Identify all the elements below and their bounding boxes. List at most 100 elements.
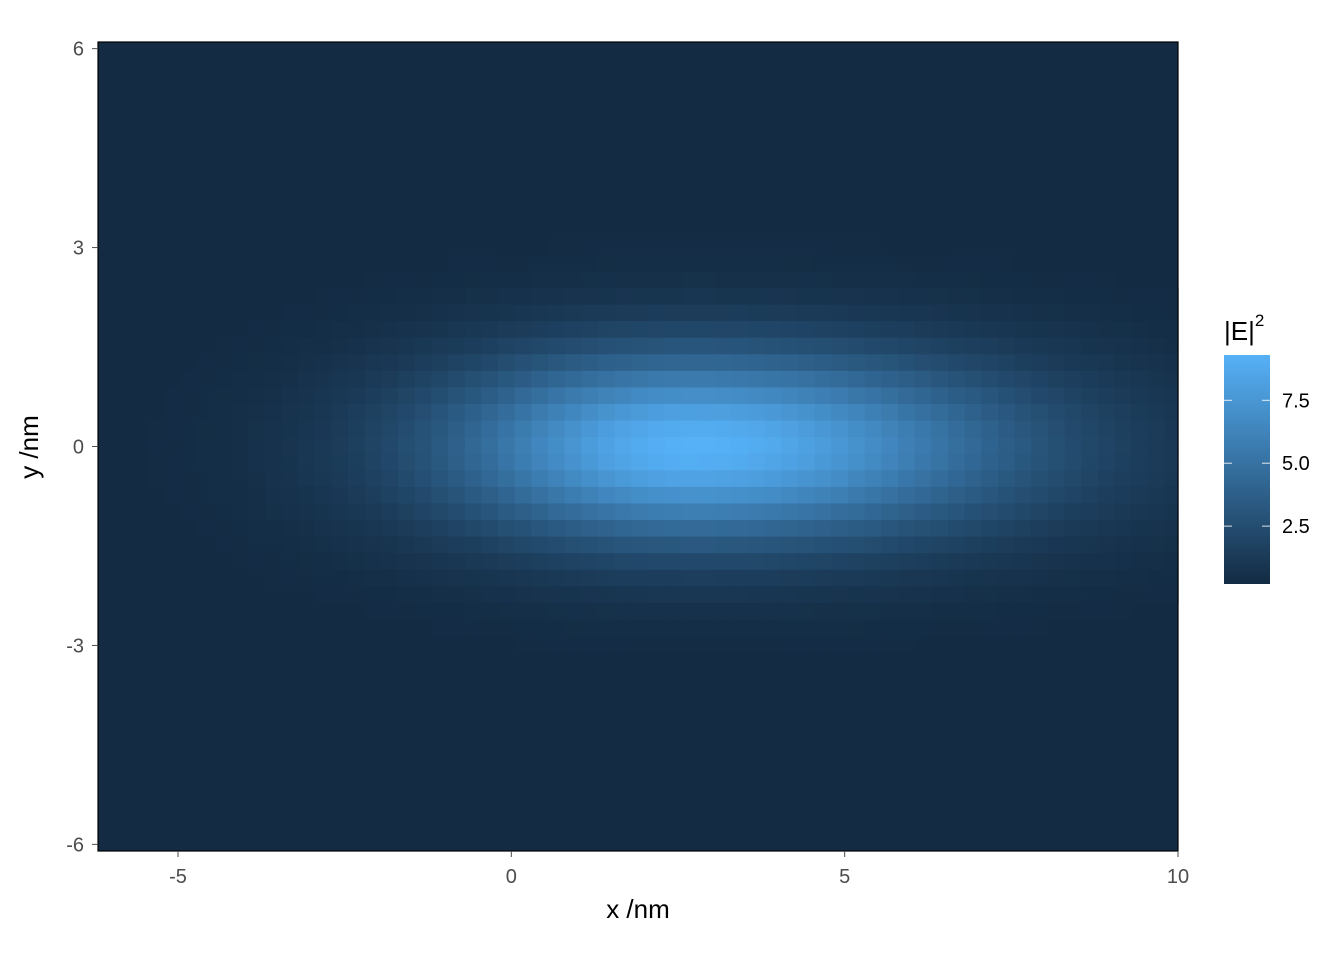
heatmap-cell xyxy=(481,303,499,322)
heatmap-cell xyxy=(231,353,249,371)
heatmap-cell xyxy=(781,635,799,653)
heatmap-cell xyxy=(898,519,916,537)
x-tick-label: 0 xyxy=(506,866,517,888)
heatmap-cell xyxy=(1114,502,1132,521)
heatmap-cell xyxy=(714,270,732,288)
y-tick-label: 0 xyxy=(73,437,84,459)
heatmap-cell xyxy=(231,502,249,521)
heatmap-cell xyxy=(781,419,799,438)
heatmap-cell xyxy=(598,519,616,537)
heatmap-cell xyxy=(814,370,832,388)
heatmap-cell xyxy=(914,320,932,338)
heatmap-cell xyxy=(281,536,299,554)
heatmap-cell xyxy=(831,552,849,570)
heatmap-cell xyxy=(714,320,732,338)
heatmap-cell xyxy=(998,519,1016,537)
heatmap-cell xyxy=(931,287,949,305)
heatmap-cell xyxy=(298,536,316,554)
heatmap-cell xyxy=(314,353,332,371)
heatmap-cell xyxy=(931,569,949,587)
heatmap-cell xyxy=(498,303,516,322)
heatmap-cell xyxy=(781,536,799,554)
heatmap-cell xyxy=(381,569,399,587)
heatmap-cell xyxy=(581,618,599,637)
heatmap-cell xyxy=(1131,303,1149,322)
heatmap-cell xyxy=(448,469,466,487)
heatmap-cell xyxy=(614,403,632,421)
heatmap-cell xyxy=(714,536,732,554)
heatmap-cell xyxy=(148,469,166,487)
heatmap-cell xyxy=(381,337,399,355)
heatmap-cell xyxy=(1048,519,1066,537)
heatmap-cell xyxy=(581,552,599,570)
heatmap-cell xyxy=(1148,403,1166,421)
heatmap-cell xyxy=(214,469,232,487)
heatmap-cell xyxy=(398,536,416,554)
heatmap-cell xyxy=(531,237,549,255)
heatmap-cell xyxy=(814,254,832,272)
heatmap-cell xyxy=(314,486,332,504)
heatmap-cell xyxy=(1114,270,1132,288)
heatmap-cell xyxy=(664,237,682,255)
heatmap-cell xyxy=(1031,569,1049,587)
heatmap-cell xyxy=(364,469,382,487)
heatmap-cell xyxy=(614,320,632,338)
heatmap-cell xyxy=(464,386,482,404)
heatmap-cell xyxy=(164,403,182,421)
heatmap-cell xyxy=(364,519,382,537)
heatmap-cell xyxy=(681,436,699,454)
heatmap-cell xyxy=(331,519,349,537)
heatmap-cell xyxy=(298,486,316,504)
heatmap-cell xyxy=(481,386,499,404)
heatmap-cell xyxy=(481,270,499,288)
heatmap-cell xyxy=(264,303,282,322)
heatmap-cell xyxy=(1064,486,1082,504)
heatmap-cell xyxy=(764,469,782,487)
heatmap-cell xyxy=(1014,403,1032,421)
heatmap-cell xyxy=(598,254,616,272)
heatmap-cell xyxy=(698,585,716,603)
heatmap-cell xyxy=(931,536,949,554)
heatmap-cell xyxy=(898,320,916,338)
heatmap-cell xyxy=(664,635,682,653)
heatmap-cell xyxy=(814,602,832,620)
heatmap-cell xyxy=(681,502,699,521)
heatmap-cell xyxy=(181,519,199,537)
heatmap-cell xyxy=(614,353,632,371)
heatmap-cell xyxy=(548,569,566,587)
heatmap-cell xyxy=(481,403,499,421)
heatmap-cell xyxy=(1081,403,1099,421)
heatmap-cell xyxy=(264,519,282,537)
heatmap-cell xyxy=(998,270,1016,288)
heatmap-cell xyxy=(1064,287,1082,305)
heatmap-cell xyxy=(348,403,366,421)
heatmap-cell xyxy=(964,469,982,487)
heatmap-cell xyxy=(414,585,432,603)
heatmap-cell xyxy=(948,469,966,487)
heatmap-cell xyxy=(814,270,832,288)
heatmap-cell xyxy=(1064,502,1082,521)
heatmap-cell xyxy=(831,436,849,454)
heatmap-cell xyxy=(748,419,766,438)
heatmap-cell xyxy=(1014,469,1032,487)
heatmap-cell xyxy=(831,337,849,355)
heatmap-cell xyxy=(531,337,549,355)
heatmap-cell xyxy=(714,453,732,471)
heatmap-cell xyxy=(1031,270,1049,288)
heatmap-cell xyxy=(881,370,899,388)
heatmap-cell xyxy=(248,502,266,521)
heatmap-cell xyxy=(331,403,349,421)
heatmap-cell xyxy=(614,287,632,305)
heatmap-cell xyxy=(214,552,232,570)
heatmap-cell xyxy=(848,403,866,421)
heatmap-cell xyxy=(281,353,299,371)
heatmap-cell xyxy=(281,469,299,487)
heatmap-cell xyxy=(1164,287,1179,305)
heatmap-cell xyxy=(664,585,682,603)
heatmap-cell xyxy=(231,320,249,338)
heatmap-cell xyxy=(748,635,766,653)
heatmap-cell xyxy=(548,254,566,272)
heatmap-cell xyxy=(798,453,816,471)
x-tick-label: 10 xyxy=(1167,866,1189,888)
heatmap-cell xyxy=(981,469,999,487)
